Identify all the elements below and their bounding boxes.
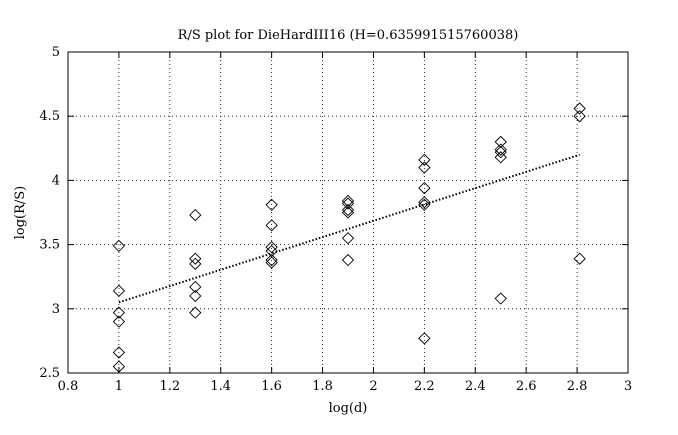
data-point-diamond xyxy=(573,252,586,265)
chart-title: R/S plot for DieHardIII16 (H=0.635991515… xyxy=(178,28,519,43)
data-point-diamond xyxy=(341,203,355,217)
data-point-diamond xyxy=(265,253,278,267)
data-point-diamond xyxy=(418,153,431,166)
data-point-diamond xyxy=(494,135,507,149)
data-points xyxy=(112,102,586,373)
y-axis-label: log(R/S) xyxy=(13,186,28,240)
fit-line-layer xyxy=(118,153,580,304)
data-point-diamond xyxy=(265,256,278,269)
data-point-diamond xyxy=(265,241,278,254)
data-point-diamond xyxy=(418,198,431,211)
data-point-diamond xyxy=(341,197,355,210)
data-point-diamond xyxy=(418,161,431,174)
data-point-diamond xyxy=(189,306,202,319)
data-point-diamond xyxy=(112,284,126,297)
data-point-diamond xyxy=(265,198,278,211)
data-point-diamond xyxy=(189,252,202,265)
x-tick-labels: 0.8 1 1.2 1.4 1.6 1.8 2 2.2 2.4 2.6 2.8 3 xyxy=(58,379,632,394)
x-tick-label: 3 xyxy=(624,379,632,394)
x-tick-label: 2.2 xyxy=(414,379,435,394)
y-tick-labels: 2.5 3 3.5 4 4.5 5 xyxy=(39,45,60,381)
x-tick-label: 1.6 xyxy=(261,379,282,394)
y-tick-label: 3.5 xyxy=(39,238,60,253)
data-point-diamond xyxy=(573,110,586,123)
data-point-diamond xyxy=(189,289,202,303)
fit-line xyxy=(118,153,580,304)
y-tick-label: 4.5 xyxy=(39,109,60,124)
data-point-diamond xyxy=(573,102,586,115)
plot-frame xyxy=(67,51,629,374)
y-tick-label: 5 xyxy=(52,45,60,60)
x-tick-label: 0.8 xyxy=(58,379,79,394)
data-point-diamond xyxy=(494,292,507,305)
y-tick-label: 4 xyxy=(52,173,60,188)
data-point-diamond xyxy=(494,143,507,156)
data-point-diamond xyxy=(418,181,431,195)
data-point-diamond xyxy=(265,219,278,232)
y-tick-label: 3 xyxy=(52,302,60,317)
x-tick-label: 2.8 xyxy=(567,379,588,394)
x-tick-label: 2.6 xyxy=(516,379,537,394)
x-tick-label: 1 xyxy=(115,379,123,394)
data-point-diamond xyxy=(494,151,507,164)
x-tick-label: 1.4 xyxy=(210,379,231,394)
x-axis-label: log(d) xyxy=(329,401,368,416)
data-point-diamond xyxy=(418,332,431,345)
data-point-diamond xyxy=(112,306,126,319)
x-tick-label: 1.8 xyxy=(312,379,333,394)
x-tick-label: 1.2 xyxy=(159,379,180,394)
x-tick-label: 2.4 xyxy=(465,379,486,394)
x-tick-label: 2 xyxy=(369,379,377,394)
data-point-diamond xyxy=(341,253,355,267)
data-point-diamond xyxy=(112,315,126,328)
data-point-diamond xyxy=(112,346,126,359)
data-point-diamond xyxy=(189,257,202,270)
data-point-diamond xyxy=(418,196,431,209)
data-point-diamond xyxy=(341,232,355,245)
data-point-diamond xyxy=(112,239,126,253)
data-point-diamond xyxy=(189,208,202,222)
data-point-diamond xyxy=(494,146,507,159)
y-tick-label: 2.5 xyxy=(39,366,60,381)
grid-lines xyxy=(68,52,628,373)
axis-ticks xyxy=(67,51,629,374)
data-point-diamond xyxy=(341,206,355,219)
data-point-diamond xyxy=(189,280,202,294)
